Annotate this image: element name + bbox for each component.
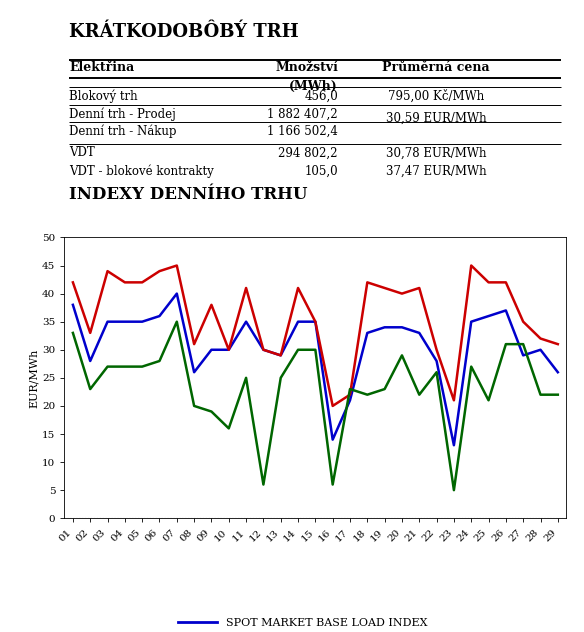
Text: (MWh): (MWh) xyxy=(289,80,338,93)
Text: 456,0: 456,0 xyxy=(304,90,338,103)
Text: 795,00 Kč/MWh: 795,00 Kč/MWh xyxy=(388,90,484,103)
Text: 1 166 502,4: 1 166 502,4 xyxy=(267,125,338,138)
Text: INDEXY DENNÍHO TRHU: INDEXY DENNÍHO TRHU xyxy=(69,186,308,204)
Text: Průměrná cena: Průměrná cena xyxy=(382,61,490,74)
Text: Denní trh - Nákup: Denní trh - Nákup xyxy=(69,125,177,138)
Text: 30,59 EUR/MWh: 30,59 EUR/MWh xyxy=(385,112,486,125)
Text: 37,47 EUR/MWh: 37,47 EUR/MWh xyxy=(385,164,486,178)
Text: 105,0: 105,0 xyxy=(304,164,338,178)
Text: Blokový trh: Blokový trh xyxy=(69,90,138,103)
Y-axis label: EUR/MWh: EUR/MWh xyxy=(29,348,39,408)
Text: 294 802,2: 294 802,2 xyxy=(279,147,338,159)
Text: Denní trh - Prodej: Denní trh - Prodej xyxy=(69,107,176,121)
Text: VDT: VDT xyxy=(69,147,95,159)
Legend: SPOT MARKET BASE LOAD INDEX, SPOT MARKET PEAK LOAD INDEX, SPOT MARKET OFFPEAK LO: SPOT MARKET BASE LOAD INDEX, SPOT MARKET… xyxy=(174,614,457,632)
Text: 1 882 407,2: 1 882 407,2 xyxy=(267,107,338,121)
Text: Množství: Množství xyxy=(275,61,338,74)
Text: 30,78 EUR/MWh: 30,78 EUR/MWh xyxy=(385,147,486,159)
Text: VDT - blokové kontrakty: VDT - blokové kontrakty xyxy=(69,164,214,178)
Text: KRÁTKODOBÔBÝ TRH: KRÁTKODOBÔBÝ TRH xyxy=(69,23,299,41)
Text: Elektřina: Elektřina xyxy=(69,61,134,74)
